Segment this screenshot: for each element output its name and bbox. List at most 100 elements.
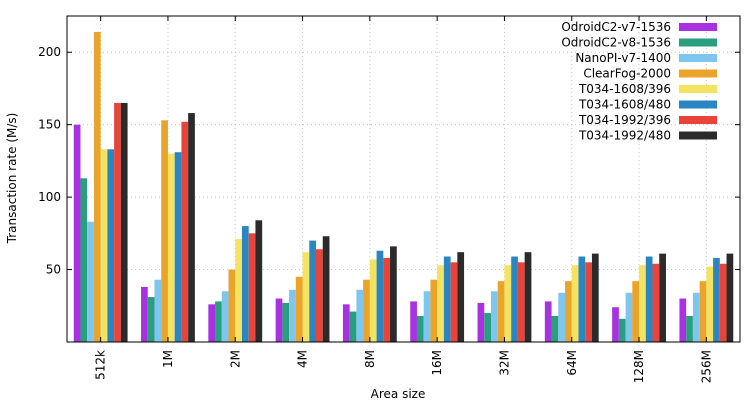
bars-layer — [73, 31, 734, 343]
bar — [208, 304, 216, 342]
bar — [188, 113, 195, 342]
bar — [565, 281, 572, 342]
legend-label: T034-1608/480 — [578, 98, 671, 112]
legend-label: T034-1608/396 — [578, 82, 671, 96]
legend: OdroidC2-v7-1536 OdroidC2-v8-1536NanoPI-v… — [561, 20, 717, 143]
bar — [719, 263, 727, 342]
x-tick-label: 64M — [565, 350, 579, 376]
bar — [302, 252, 310, 342]
bar — [295, 276, 303, 342]
bar — [699, 281, 707, 342]
bar — [181, 121, 189, 342]
bar — [551, 315, 559, 342]
legend-swatch — [679, 54, 717, 62]
bar — [289, 289, 296, 342]
bar — [141, 286, 148, 342]
bar — [147, 297, 155, 342]
bar — [490, 291, 498, 342]
x-tick-label: 4M — [296, 350, 310, 368]
legend-label: T034-1992/396 — [578, 113, 671, 127]
bar — [410, 301, 417, 342]
bar — [363, 279, 370, 342]
bar — [625, 292, 633, 342]
bar — [73, 124, 81, 343]
bar — [612, 307, 619, 342]
bar — [114, 102, 121, 342]
bar — [692, 292, 700, 342]
bar — [645, 256, 653, 342]
legend-swatch — [679, 69, 717, 78]
legend-label: NanoPI-v7-1400 — [575, 51, 671, 65]
bar — [369, 259, 377, 342]
bar — [120, 102, 128, 342]
bar — [450, 262, 458, 342]
x-tick-label: 2M — [228, 350, 242, 368]
bar — [376, 250, 384, 342]
legend-swatch — [679, 38, 717, 47]
bar — [484, 313, 491, 342]
bar — [93, 31, 101, 343]
bar — [679, 298, 687, 342]
bar — [591, 253, 599, 342]
plot-frame — [66, 15, 741, 343]
bar — [423, 291, 431, 342]
bar — [618, 318, 626, 342]
y-tick-label: 150 — [38, 118, 61, 132]
bar — [383, 257, 391, 342]
bar — [235, 239, 242, 342]
bar — [316, 249, 323, 342]
bar — [248, 233, 256, 342]
bar — [416, 315, 424, 342]
y-tick-label: 100 — [38, 190, 61, 204]
bar — [443, 256, 451, 342]
axes-layer: 50 100 150 200 512k 1M 2M 4M 8M 16M 32M 64M 128M 256M — [38, 15, 741, 383]
bar — [524, 252, 532, 342]
legend-label: OdroidC2-v8-1536 — [561, 36, 671, 50]
x-axis-title: Area size — [371, 387, 426, 401]
bar — [342, 304, 350, 342]
bar — [282, 302, 290, 342]
bar — [215, 301, 222, 342]
legend-swatch — [679, 23, 717, 31]
legend-label: T034-1992/480 — [578, 129, 671, 143]
bar — [80, 178, 88, 342]
bar — [713, 257, 720, 342]
legend-swatch — [679, 116, 717, 124]
x-tick-label: 16M — [430, 350, 444, 376]
bar — [275, 298, 283, 342]
bar — [578, 256, 586, 342]
y-tick-label: 200 — [38, 45, 61, 59]
x-tick-label: 256M — [699, 350, 713, 383]
bar — [161, 120, 168, 342]
bar — [255, 220, 263, 342]
x-tick-label: 8M — [363, 350, 377, 368]
bar — [544, 301, 552, 342]
bar — [558, 292, 566, 342]
bar — [585, 262, 592, 342]
bar — [221, 291, 229, 342]
bar — [349, 311, 357, 342]
bar — [457, 252, 465, 342]
bar — [228, 269, 236, 342]
bar — [652, 263, 660, 342]
bar — [659, 253, 666, 342]
x-tick-label: 128M — [632, 350, 646, 383]
bar — [706, 266, 714, 342]
legend-label: OdroidC2-v7-1536 — [561, 20, 671, 34]
bar — [571, 265, 579, 342]
x-tick-label: 32M — [497, 350, 511, 376]
bar — [632, 281, 640, 342]
bar — [309, 240, 317, 342]
bar — [504, 265, 512, 342]
bar — [167, 153, 175, 342]
y-axis-title: Transaction rate (M/s) — [5, 113, 19, 245]
bar — [437, 265, 444, 342]
bar — [100, 149, 108, 342]
bar — [430, 279, 438, 342]
bar — [726, 253, 734, 342]
bar — [241, 226, 249, 342]
x-tick-label: 1M — [161, 350, 175, 368]
legend-swatch — [679, 100, 717, 109]
legend-swatch — [679, 85, 717, 93]
